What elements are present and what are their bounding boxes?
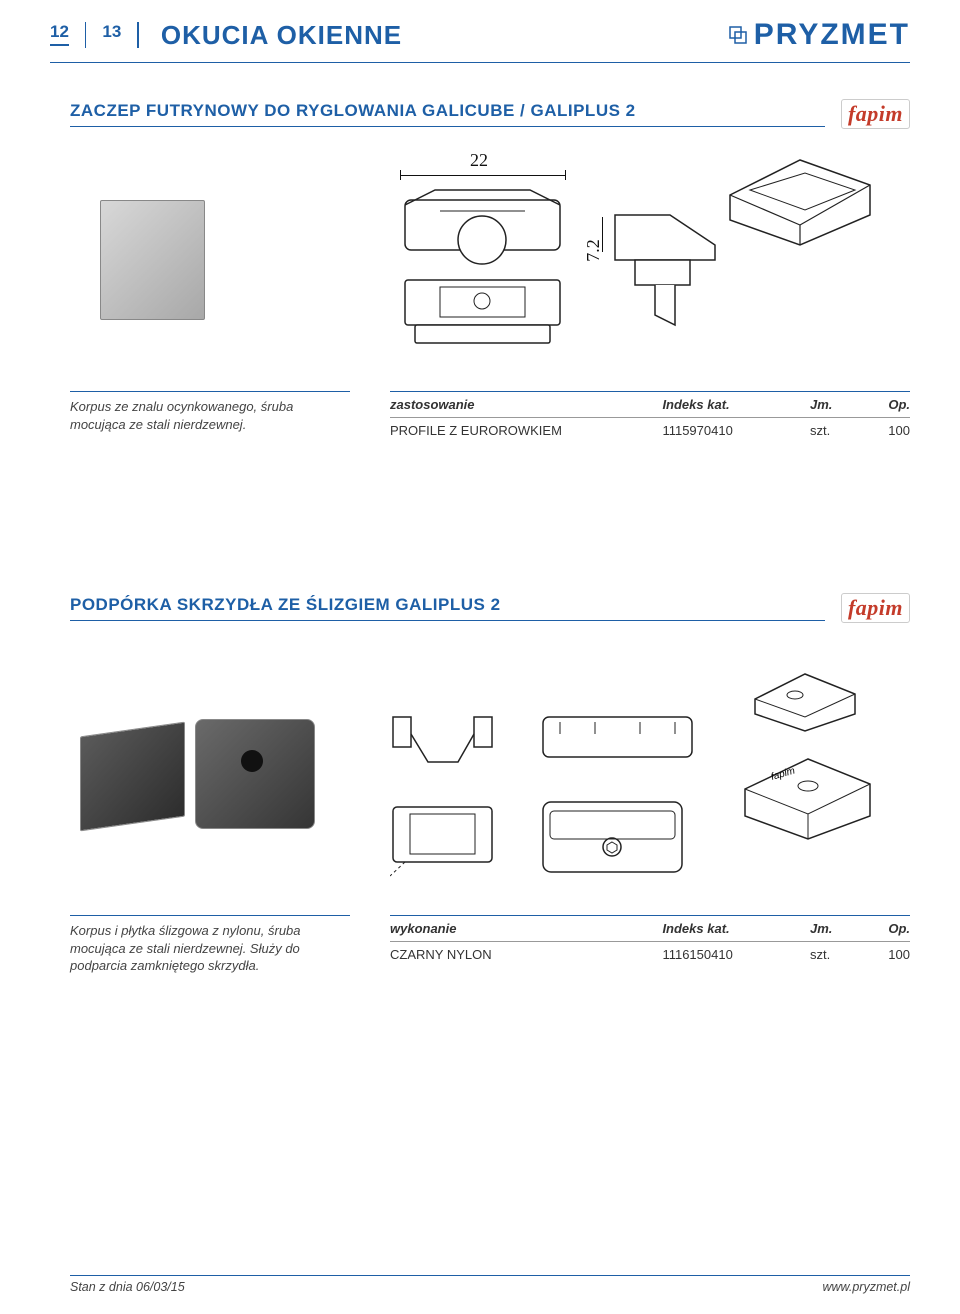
dimension-width: 22 [470,150,488,171]
table-header: wykonanie [390,921,662,936]
table-cell: szt. [810,947,860,962]
dim-line-icon [400,175,565,176]
technical-drawing [390,804,495,879]
vendor-logo: fapim [841,593,910,623]
spec-table: wykonanie Indeks kat. Jm. Op. CZARNY NYL… [390,915,910,975]
spec-table: zastosowanie Indeks kat. Jm. Op. PROFILE… [390,391,910,443]
table-header-row: zastosowanie Indeks kat. Jm. Op. [390,391,910,418]
table-row: CZARNY NYLON 1116150410 szt. 100 [390,942,910,967]
dim-line-icon [400,170,401,180]
header-rule [50,62,910,63]
product-photo [100,200,205,320]
table-row: PROFILE Z EUROROWKIEM 1115970410 szt. 10… [390,418,910,443]
table-header: Jm. [810,397,860,412]
page-header: 12 13 OKUCIA OKIENNE PRYZMET [0,0,960,62]
table-header: Jm. [810,921,860,936]
product-heading: ZACZEP FUTRYNOWY DO RYGLOWANIA GALICUBE … [70,99,910,135]
product-heading: PODPÓRKA SKRZYDŁA ZE ŚLIZGIEM GALIPLUS 2… [70,593,910,629]
product-photo [80,722,185,832]
product-title: PODPÓRKA SKRZYDŁA ZE ŚLIZGIEM GALIPLUS 2 [70,595,825,621]
figure-area-1: 22 7.2 [70,145,910,375]
page-number-right: 13 [102,22,121,42]
brand-logo: PRYZMET [728,18,910,52]
section-title: OKUCIA OKIENNE [161,20,402,51]
product-title: ZACZEP FUTRYNOWY DO RYGLOWANIA GALICUBE … [70,101,825,127]
table-header: Indeks kat. [662,921,810,936]
technical-drawing [390,714,495,769]
dim-line-icon [565,170,566,180]
dimension-height: 7.2 [583,239,604,262]
footer-url: www.pryzmet.pl [822,1280,910,1294]
dim-line-icon [602,217,603,252]
table-cell: 1115970410 [662,423,810,438]
table-cell: szt. [810,423,860,438]
technical-drawing-iso [740,659,870,734]
table-header: Op. [860,921,910,936]
table-cell: PROFILE Z EUROROWKIEM [390,423,662,438]
table-header-row: wykonanie Indeks kat. Jm. Op. [390,915,910,942]
table-cell: 100 [860,423,910,438]
window-icon [728,25,748,45]
technical-drawing-side [610,205,725,350]
footer-date: Stan z dnia 06/03/15 [70,1280,185,1294]
product-description: Korpus i płytka ślizgowa z nylonu, śruba… [70,915,350,975]
product-description: Korpus ze znalu ocynkowanego, śruba mocu… [70,391,350,443]
divider-icon [137,22,139,48]
technical-drawing-iso: fapim [730,744,885,844]
table-header: Op. [860,397,910,412]
product-block-2: PODPÓRKA SKRZYDŁA ZE ŚLIZGIEM GALIPLUS 2… [70,593,910,975]
table-cell: 100 [860,947,910,962]
product-block-1: ZACZEP FUTRYNOWY DO RYGLOWANIA GALICUBE … [70,99,910,443]
vendor-logo: fapim [841,99,910,129]
product-info-row: Korpus ze znalu ocynkowanego, śruba mocu… [70,391,910,443]
table-header: zastosowanie [390,397,662,412]
technical-drawing-iso [710,145,890,255]
technical-drawing [540,714,695,764]
technical-drawing [540,799,685,879]
product-info-row: Korpus i płytka ślizgowa z nylonu, śruba… [70,915,910,975]
table-cell: 1116150410 [662,947,810,962]
page-footer: Stan z dnia 06/03/15 www.pryzmet.pl [70,1275,910,1294]
figure-area-2: fapim [70,639,910,899]
brand-text: PRYZMET [754,18,910,52]
page-number-left: 12 [50,22,69,46]
technical-drawing-front [400,275,565,350]
divider-icon [85,22,87,48]
page-numbers: 12 13 [50,22,141,48]
table-cell: CZARNY NYLON [390,947,662,962]
product-photo [195,719,315,829]
table-header: Indeks kat. [662,397,810,412]
technical-drawing-top [400,185,565,265]
